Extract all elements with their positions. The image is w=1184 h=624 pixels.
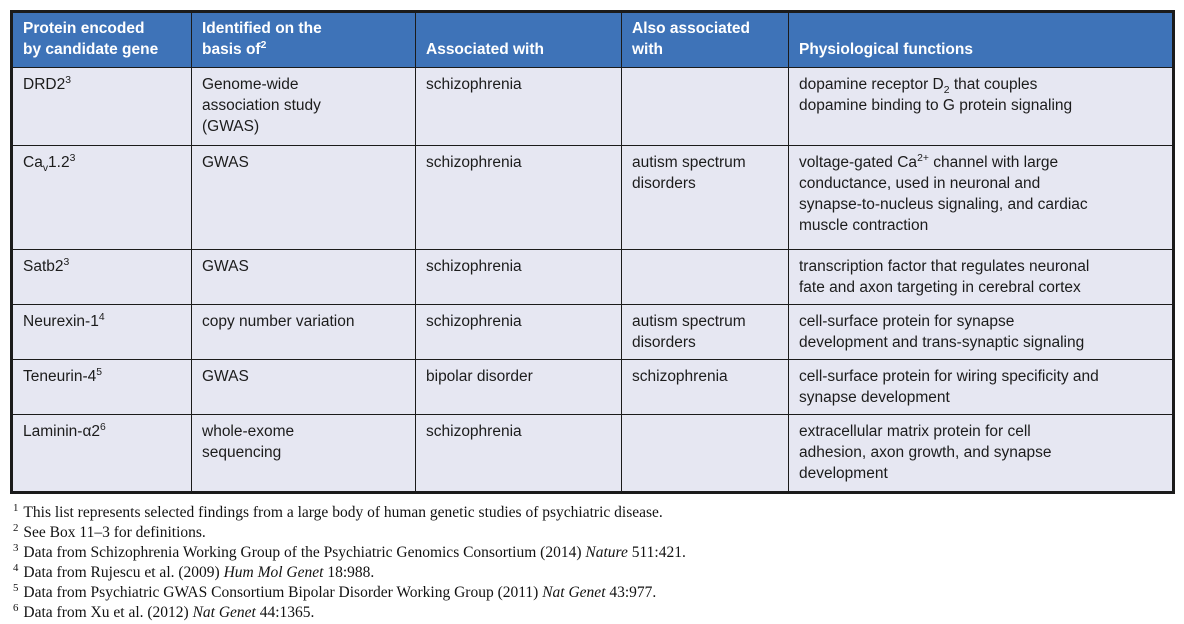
cell-functions: cell-surface protein for wiring specific… xyxy=(788,359,1174,415)
cell-associated: schizophrenia xyxy=(415,67,622,146)
footnote-marker: 5 xyxy=(13,581,19,594)
footnote-4: 4 Data from Rujescu et al. (2009) Hum Mol… xyxy=(13,561,1172,583)
cell-functions: dopamine receptor D2 that couples dopamin… xyxy=(788,67,1174,146)
cell-functions: voltage-gated Ca2+ channel with large con… xyxy=(788,145,1174,250)
cell-protein: Laminin-α26 xyxy=(11,414,192,493)
cell-associated: schizophrenia xyxy=(415,304,622,360)
footnote-3: 3 Data from Schizophrenia Working Group o… xyxy=(13,541,1172,563)
col-header-protein: Protein encoded by candidate gene xyxy=(11,11,192,68)
candidate-gene-table: Protein encoded by candidate gene Identif… xyxy=(10,10,1175,494)
cell-basis: GWAS xyxy=(191,145,416,250)
col-header-associated-with: Associated with xyxy=(415,11,622,68)
footnote-marker: 3 xyxy=(13,541,19,554)
cell-also-associated: schizophrenia xyxy=(621,359,789,415)
footnote-text: Data from Xu et al. (2012) Nat Genet 44:… xyxy=(23,604,315,621)
table-row-neurexin1: Neurexin-14 copy number variation schizo… xyxy=(11,304,1174,360)
cell-basis: whole-exome sequencing xyxy=(191,414,416,493)
footnote-6: 6 Data from Xu et al. (2012) Nat Genet 44… xyxy=(13,601,1172,623)
col-header-physiological-functions: Physiological functions xyxy=(788,11,1174,68)
footnote-marker: 6 xyxy=(13,601,19,614)
cell-associated: bipolar disorder xyxy=(415,359,622,415)
cell-functions: transcription factor that regulates neur… xyxy=(788,249,1174,305)
footnote-5: 5 Data from Psychiatric GWAS Consortium B… xyxy=(13,581,1172,603)
footnote-text: Data from Psychiatric GWAS Consortium Bi… xyxy=(23,584,657,601)
footnote-marker: 4 xyxy=(13,561,19,574)
cell-functions: extracellular matrix protein for cell adh… xyxy=(788,414,1174,493)
footnote-text: Data from Rujescu et al. (2009) Hum Mol … xyxy=(23,564,375,581)
cell-associated: schizophrenia xyxy=(415,249,622,305)
footnote-marker: 2 xyxy=(13,521,19,534)
cell-also-associated: autism spectrum disorders xyxy=(621,304,789,360)
footnote-1: 1 This list represents selected findings … xyxy=(13,501,1172,523)
footnote-2: 2 See Box 11–3 for definitions. xyxy=(13,521,1172,543)
footnote-text: Data from Schizophrenia Working Group of… xyxy=(23,544,686,561)
footnote-text: See Box 11–3 for definitions. xyxy=(23,524,206,541)
cell-also-associated xyxy=(621,67,789,146)
cell-protein: Cav1.23 xyxy=(11,145,192,250)
cell-associated: schizophrenia xyxy=(415,145,622,250)
cell-basis: copy number variation xyxy=(191,304,416,360)
cell-also-associated xyxy=(621,414,789,493)
col-header-identified-basis: Identified on the basis of2 xyxy=(191,11,416,68)
table-row-drd2: DRD23 Genome-wide association study (GWAS)… xyxy=(11,67,1174,146)
cell-protein: Satb23 xyxy=(11,249,192,305)
table-row-satb2: Satb23 GWAS schizophrenia transcription … xyxy=(11,249,1174,305)
cell-basis: GWAS xyxy=(191,359,416,415)
header-row: Protein encoded by candidate gene Identif… xyxy=(11,11,1174,68)
cell-protein: DRD23 xyxy=(11,67,192,146)
footnotes: 1 This list represents selected findings … xyxy=(13,501,1172,623)
cell-also-associated xyxy=(621,249,789,305)
footnote-text: This list represents selected findings f… xyxy=(23,504,663,521)
table-row-teneurin4: Teneurin-45 GWAS bipolar disorder schizo… xyxy=(11,359,1174,415)
cell-basis: Genome-wide association study (GWAS) xyxy=(191,67,416,146)
cell-associated: schizophrenia xyxy=(415,414,622,493)
cell-functions: cell-surface protein for synapse developm… xyxy=(788,304,1174,360)
col-header-also-associated-with: Also associated with xyxy=(621,11,789,68)
table-row-laminin-a2: Laminin-α26 whole-exome sequencing schizo… xyxy=(11,414,1174,493)
cell-also-associated: autism spectrum disorders xyxy=(621,145,789,250)
cell-protein: Neurexin-14 xyxy=(11,304,192,360)
footnote-marker: 1 xyxy=(13,501,19,514)
table-row-cav12: Cav1.23 GWAS schizophrenia autism spectr… xyxy=(11,145,1174,250)
cell-basis: GWAS xyxy=(191,249,416,305)
cell-protein: Teneurin-45 xyxy=(11,359,192,415)
